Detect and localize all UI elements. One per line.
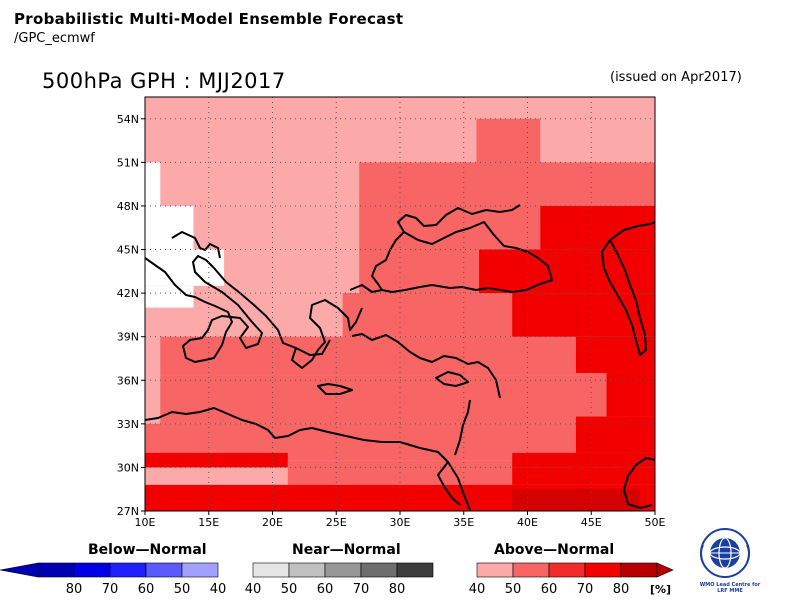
latitude-tick-label: 36N <box>117 374 139 387</box>
colorbar-swatch <box>324 562 362 578</box>
colorbar-label: 70 <box>353 582 370 597</box>
near-normal-title: Near—Normal <box>292 542 401 558</box>
latitude-tick-label: 39N <box>117 331 139 344</box>
colorbar-swatch <box>476 562 514 578</box>
colorbar-label: 70 <box>102 582 119 597</box>
probability-cell <box>145 205 194 250</box>
probability-cell <box>512 489 640 511</box>
longitude-tick-label: 35E <box>453 516 474 529</box>
logo-caption-line: WMO Lead Centre for <box>699 582 761 588</box>
colorbar-swatch <box>73 562 111 578</box>
colorbar-label: 40 <box>210 582 227 597</box>
longitude-tick-label: 30E <box>390 516 411 529</box>
colorbar-near-normal: 40 50 60 70 80 <box>245 562 434 597</box>
probability-cell <box>512 452 655 468</box>
forecast-title: Probabilistic Multi-Model Ensemble Forec… <box>14 10 404 28</box>
colorbar-label: 50 <box>281 582 298 597</box>
graticule <box>145 97 655 511</box>
latitude-tick-label: 33N <box>117 418 139 431</box>
colorbar-arrow <box>0 562 39 578</box>
probability-cell <box>145 285 194 308</box>
colorbar-swatch <box>620 562 658 578</box>
probability-cell <box>160 375 655 424</box>
colorbar-swatch <box>288 562 326 578</box>
colorbar-label: 40 <box>245 582 262 597</box>
latitude-tick-label: 45N <box>117 244 139 257</box>
longitude-tick-label: 45E <box>581 516 602 529</box>
latitude-tick-label: 54N <box>117 113 139 126</box>
latitude-tick-label: 48N <box>117 200 139 213</box>
colorbar-swatch <box>584 562 622 578</box>
logo-caption-line: LRF MME <box>717 588 743 594</box>
probability-cell <box>606 373 655 417</box>
issued-date: (issued on Apr2017) <box>610 70 742 85</box>
latitude-tick-label: 30N <box>117 461 139 474</box>
colorbar-below-normal: 80 70 60 50 40 <box>0 562 227 597</box>
colorbar-arrow <box>656 562 674 578</box>
colorbar-swatch <box>360 562 398 578</box>
longitude-tick-label: 50E <box>645 516 666 529</box>
longitude-tick-label: 40E <box>517 516 538 529</box>
colorbar-label: 50 <box>505 582 522 597</box>
latitude-tick-label: 27N <box>117 505 139 518</box>
colorbar-label: 80 <box>389 582 406 597</box>
probability-cell <box>476 118 541 163</box>
colorbar-label: 70 <box>577 582 594 597</box>
above-normal-title: Above—Normal <box>494 542 615 558</box>
latitude-tick-label: 42N <box>117 287 139 300</box>
colorbar-swatch <box>512 562 550 578</box>
coastlines <box>145 204 655 511</box>
colorbar-label: 50 <box>174 582 191 597</box>
colorbar-label: 60 <box>541 582 558 597</box>
colorbar-label: 60 <box>317 582 334 597</box>
colorbar-label: 40 <box>469 582 486 597</box>
map-title: 500hPa GPH : MJJ2017 <box>42 69 286 93</box>
colorbar-swatch <box>396 562 434 578</box>
colorbar-label: 80 <box>66 582 83 597</box>
axis-ticks: 10E 15E 20E 25E 30E 35E 40E 45E 50E 27N 30N 33N 36N 3… <box>117 113 666 529</box>
colorbar-swatch <box>252 562 290 578</box>
longitude-tick-label: 15E <box>198 516 219 529</box>
colorbar-swatch <box>548 562 586 578</box>
colorbar-unit: [%] <box>650 583 671 596</box>
colorbar-swatch <box>181 562 219 578</box>
colorbar-swatch <box>145 562 183 578</box>
colorbar-label: 60 <box>138 582 155 597</box>
probability-cell <box>540 205 655 250</box>
below-normal-title: Below—Normal <box>88 542 207 558</box>
latitude-tick-label: 51N <box>117 156 139 169</box>
probability-cell <box>145 452 288 468</box>
probability-cell <box>512 467 655 485</box>
longitude-tick-label: 10E <box>135 516 156 529</box>
logo-caption: WMO Lead Centre for LRF MME <box>690 582 770 594</box>
probability-cell <box>359 162 655 206</box>
longitude-tick-label: 25E <box>326 516 347 529</box>
probability-cell <box>575 416 655 453</box>
probability-cell <box>479 249 655 294</box>
model-subtitle: /GPC_ecmwf <box>14 31 95 46</box>
colorbar-swatch <box>37 562 75 578</box>
colorbar-label: 80 <box>613 582 630 597</box>
longitude-tick-label: 20E <box>262 516 283 529</box>
probability-cell <box>512 293 655 337</box>
probability-cell <box>145 249 225 286</box>
probability-cell <box>145 162 161 206</box>
probability-cell <box>575 336 655 373</box>
probability-cells <box>145 97 655 511</box>
colorbar-swatch <box>109 562 147 578</box>
colorbar-above-normal: 40 50 60 70 80 [%] <box>469 562 674 597</box>
wmo-globe-icon <box>700 528 750 578</box>
